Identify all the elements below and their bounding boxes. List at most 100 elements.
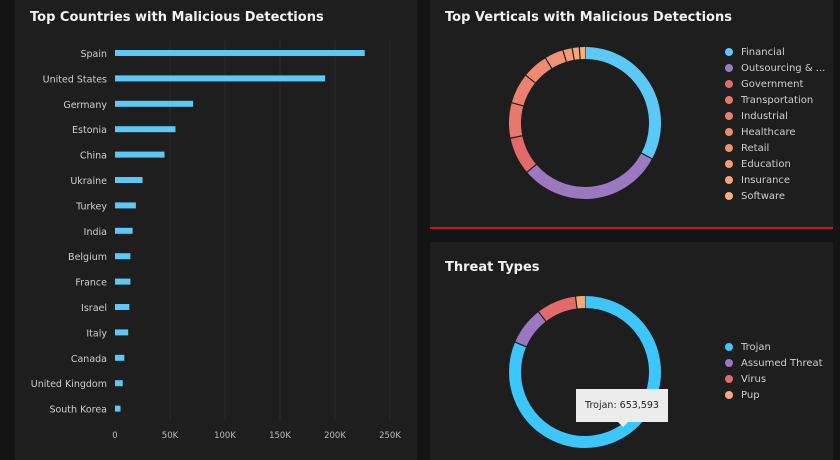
legend-item[interactable]: Virus <box>725 371 823 387</box>
slice-separator <box>537 310 547 323</box>
threat-types-title: Threat Types <box>445 260 540 275</box>
legend-item[interactable]: Healthcare <box>725 124 825 140</box>
slice-separator <box>510 101 525 107</box>
category-label: Israel <box>81 303 107 314</box>
x-tick-label: 150K <box>269 431 291 441</box>
slice-separator <box>544 56 553 70</box>
legend-dot-icon <box>725 359 733 367</box>
legend-item[interactable]: Transportation <box>725 92 825 108</box>
legend-label: Financial <box>741 46 785 58</box>
legend-item[interactable]: Trojan <box>725 339 823 355</box>
legend-dot-icon <box>725 64 733 72</box>
legend-dot-icon <box>725 391 733 399</box>
legend-dot-icon <box>725 192 733 200</box>
slice-separator <box>574 295 578 310</box>
slice-separator <box>524 74 537 84</box>
countries-title: Top Countries with Malicious Detections <box>30 10 324 25</box>
donut-slice <box>572 47 581 60</box>
bar <box>115 253 131 260</box>
verticals-legend: Financial Outsourcing & ... Government Tran… <box>725 44 825 204</box>
slice-separator <box>509 134 524 139</box>
legend-label: Retail <box>741 142 770 154</box>
slice-separator <box>640 152 654 160</box>
legend-label: Education <box>741 158 791 170</box>
donut-slice <box>515 311 547 348</box>
slice-separator <box>525 163 538 174</box>
donut-slice <box>562 48 575 62</box>
category-label: Turkey <box>75 201 107 212</box>
x-tick-label: 0 <box>112 431 117 441</box>
category-label: France <box>75 278 107 289</box>
x-tick-label: 100K <box>214 431 236 441</box>
slice-separator <box>571 47 575 62</box>
legend-item[interactable]: Pup <box>725 387 823 403</box>
divider-line <box>430 227 833 229</box>
legend-label: Industrial <box>741 110 788 122</box>
legend-label: Assumed Threat <box>741 357 823 369</box>
threat-types-panel: Threat Types Trojan Assumed Threat Virus Pu… <box>430 242 833 460</box>
bar <box>115 304 130 310</box>
donut-slice <box>538 296 578 322</box>
category-label: India <box>84 227 107 238</box>
category-label: Ukraine <box>70 176 107 187</box>
donut-slice <box>510 135 537 173</box>
bar <box>115 75 326 82</box>
verticals-donut-chart <box>509 46 661 199</box>
x-tick-label: 250K <box>379 431 401 441</box>
legend-dot-icon <box>725 375 733 383</box>
legend-item[interactable]: Government <box>725 76 825 92</box>
category-label: Spain <box>80 49 107 60</box>
legend-dot-icon <box>725 128 733 136</box>
legend-item[interactable]: Software <box>725 188 825 204</box>
legend-item[interactable]: Assumed Threat <box>725 355 823 371</box>
legend-label: Transportation <box>741 94 814 106</box>
bar <box>115 329 129 336</box>
category-label: China <box>80 151 107 162</box>
legend-dot-icon <box>725 48 733 56</box>
legend-item[interactable]: Education <box>725 156 825 172</box>
legend-label: Trojan <box>741 341 771 353</box>
legend-item[interactable]: Insurance <box>725 172 825 188</box>
donut-slice <box>527 152 653 199</box>
bar <box>115 126 176 133</box>
legend-item[interactable]: Industrial <box>725 108 825 124</box>
legend-label: Government <box>741 78 804 90</box>
x-tick-label: 50K <box>162 431 179 441</box>
verticals-panel: Top Verticals with Malicious Detections … <box>430 0 833 227</box>
bar <box>115 177 143 183</box>
legend-label: Pup <box>741 389 760 401</box>
legend-dot-icon <box>725 112 733 120</box>
legend-dot-icon <box>725 176 733 184</box>
legend-item[interactable]: Retail <box>725 140 825 156</box>
bar <box>115 354 125 361</box>
bar <box>115 227 133 234</box>
bar <box>115 202 136 209</box>
legend-dot-icon <box>725 343 733 351</box>
countries-bar-chart: 0 50K 100K 150K 200K 250K Spain United States Ge… <box>31 40 401 441</box>
bar <box>115 405 121 412</box>
legend-label: Virus <box>741 373 767 385</box>
chart-tooltip: Trojan: 653,593 <box>576 389 668 427</box>
bar <box>115 278 131 285</box>
category-label: United States <box>43 74 107 85</box>
bar <box>115 100 194 107</box>
threat-types-donut-chart <box>509 295 661 448</box>
donut-slice <box>575 296 586 309</box>
donut-slice <box>545 50 567 69</box>
donut-slice <box>525 58 552 84</box>
category-label: Italy <box>86 328 107 339</box>
legend-label: Healthcare <box>741 126 796 138</box>
threat-types-legend: Trojan Assumed Threat Virus Pup <box>725 339 823 403</box>
slice-separator <box>578 46 581 61</box>
legend-dot-icon <box>725 96 733 104</box>
verticals-title: Top Verticals with Malicious Detections <box>445 10 732 25</box>
legend-item[interactable]: Financial <box>725 44 825 60</box>
bar <box>115 380 123 387</box>
legend-dot-icon <box>725 144 733 152</box>
donut-slice <box>584 47 661 159</box>
category-label: South Korea <box>49 405 107 416</box>
countries-panel: Top Countries with Malicious Detections … <box>15 0 417 460</box>
x-tick-label: 200K <box>324 431 346 441</box>
category-label: United Kingdom <box>31 379 107 390</box>
legend-item[interactable]: Outsourcing & ... <box>725 60 825 76</box>
